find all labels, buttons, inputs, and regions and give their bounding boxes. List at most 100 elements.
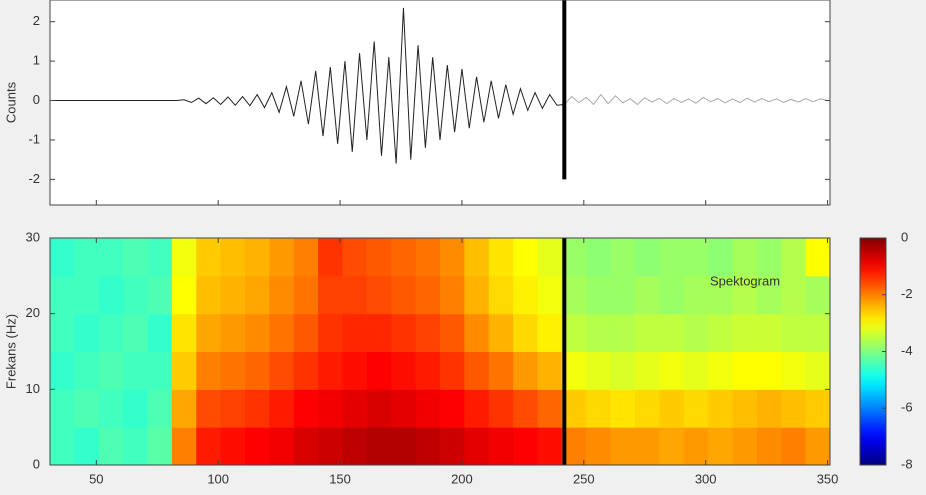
colorbar [859, 237, 887, 466]
heatmap-cell [488, 313, 514, 352]
heatmap-cell [805, 238, 831, 277]
heatmap-cell [610, 351, 636, 390]
heatmap-cell [537, 389, 563, 428]
heatmap-cell [171, 275, 197, 315]
heatmap-cell [732, 238, 758, 277]
heatmap-cell [245, 275, 270, 315]
heatmap-cell [147, 275, 173, 315]
heatmap-cell [781, 238, 807, 277]
heatmap-cell [74, 275, 100, 315]
heatmap-cell [391, 389, 417, 428]
heatmap-cell [683, 427, 709, 466]
x-tick-label: 350 [817, 471, 839, 486]
heatmap-cell [635, 275, 660, 315]
heatmap-cell [123, 238, 148, 277]
heatmap-cell [513, 275, 538, 315]
heatmap-cell [708, 351, 733, 390]
heatmap-cell [196, 427, 222, 466]
heatmap-cell [805, 389, 831, 428]
heatmap-cell [123, 275, 148, 315]
heatmap-cell [440, 427, 465, 466]
heatmap-cell [635, 427, 660, 466]
heatmap-cell [586, 351, 612, 390]
heatmap-cell [537, 351, 563, 390]
heatmap-cell [781, 427, 807, 466]
heatmap-cell [440, 351, 465, 390]
heatmap-cell [440, 389, 465, 428]
heatmap-cell [781, 313, 807, 352]
heatmap-cell [708, 427, 733, 466]
axes-frame [49, 0, 831, 206]
y-tick-label: 2 [33, 13, 40, 28]
heatmap-cell [318, 313, 343, 352]
axes-frame [49, 237, 831, 466]
y-tick-label: 30 [26, 229, 40, 244]
heatmap-cell [756, 238, 782, 277]
heatmap-cell [171, 427, 197, 466]
x-tick-label: 100 [207, 471, 229, 486]
heatmap-cell [196, 351, 222, 390]
heatmap-cell [586, 275, 612, 315]
heatmap-cell [781, 275, 807, 315]
heatmap-cell [171, 351, 197, 390]
heatmap-cell [147, 427, 173, 466]
heatmap-cell [586, 427, 612, 466]
heatmap-cell [50, 313, 75, 352]
heatmap-cell [415, 238, 441, 277]
heatmap-cell [196, 238, 222, 277]
heatmap-cell [513, 238, 538, 277]
heatmap-cell [464, 427, 490, 466]
heatmap-cell [513, 313, 538, 352]
heatmap-cell [342, 427, 368, 466]
heatmap-cell [659, 275, 685, 315]
heatmap-cell [488, 389, 514, 428]
heatmap-cell [245, 351, 270, 390]
heatmap-cell [220, 238, 246, 277]
heatmap-cell [610, 389, 636, 428]
y-tick-label: 0 [33, 456, 40, 471]
heatmap-cell [269, 389, 295, 428]
heatmap-cell [683, 351, 709, 390]
heatmap-cell [756, 427, 782, 466]
x-tick-label: 250 [573, 471, 595, 486]
colorbar-tick-label: -4 [901, 343, 913, 358]
heatmap-cell [732, 427, 758, 466]
heatmap-cell [805, 351, 831, 390]
heatmap-cell [805, 313, 831, 352]
heatmap-cell [318, 389, 343, 428]
heatmap-cell [98, 313, 124, 352]
heatmap-cell [537, 238, 563, 277]
heatmap-cell [659, 238, 685, 277]
heatmap-cell [318, 351, 343, 390]
heatmap-cell [196, 389, 222, 428]
heatmap-cell [586, 313, 612, 352]
heatmap-cell [245, 427, 270, 466]
heatmap-cell [464, 313, 490, 352]
heatmap-cell [147, 389, 173, 428]
heatmap-cell [781, 389, 807, 428]
heatmap-cell [708, 313, 733, 352]
heatmap-cell [659, 389, 685, 428]
colorbar-tick-label: 0 [901, 229, 908, 244]
heatmap-cell [391, 427, 417, 466]
heatmap-cell [586, 238, 612, 277]
heatmap-cell [245, 238, 270, 277]
heatmap-cell [415, 351, 441, 390]
heatmap-cell [196, 275, 222, 315]
heatmap-cell [537, 427, 563, 466]
heatmap-cell [635, 238, 660, 277]
heatmap-cell [756, 351, 782, 390]
heatmap-cell [171, 238, 197, 277]
heatmap-cell [269, 351, 295, 390]
heatmap-cell [415, 427, 441, 466]
heatmap-cell [537, 313, 563, 352]
heatmap-cell [513, 427, 538, 466]
heatmap-cell [220, 313, 246, 352]
heatmap-cell [220, 389, 246, 428]
y-axis-label: Counts [3, 81, 18, 123]
heatmap-cell [220, 275, 246, 315]
heatmap-cell [732, 313, 758, 352]
heatmap-cell [391, 351, 417, 390]
heatmap-cell [318, 427, 343, 466]
